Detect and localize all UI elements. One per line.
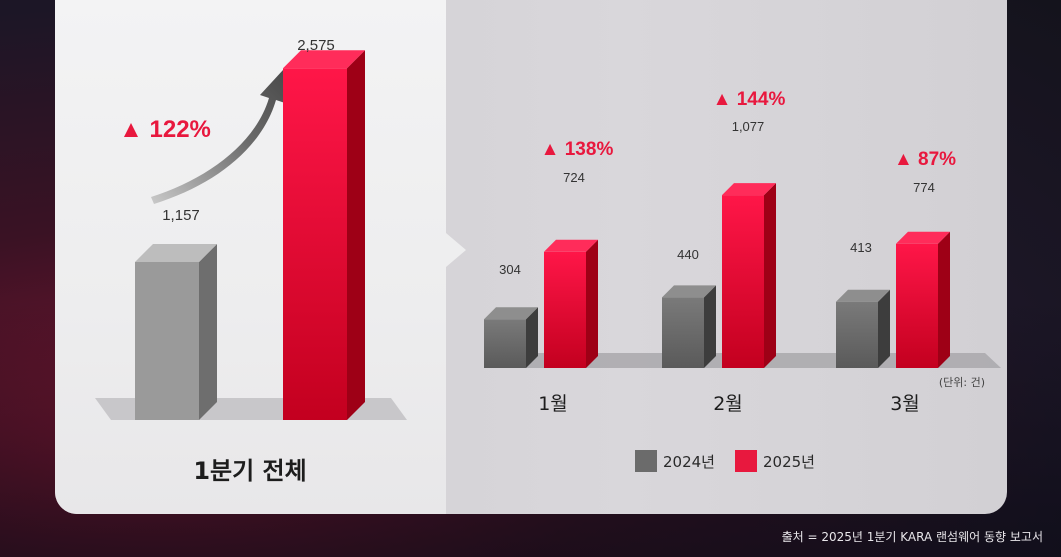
feb-growth-label: ▲ 144% [713, 89, 786, 110]
feb-2024-bar [662, 285, 716, 368]
total-2024-value-label: 1,157 [162, 207, 200, 224]
total-chart-title: 1분기 전체 [193, 457, 306, 485]
total-growth-label: ▲ 122% [119, 116, 211, 143]
growth-arrow-icon [151, 70, 285, 204]
source-note: 출처 = 2025년 1분기 KARA 랜섬웨어 동향 보고서 [781, 530, 1043, 544]
category-label-mar: 3월 [890, 393, 920, 415]
legend-swatch-2024 [635, 450, 657, 472]
legend-swatch-2025 [734, 450, 757, 472]
feb-2025-value-label: 1,077 [732, 119, 765, 134]
mar-2025-value-label: 774 [913, 180, 935, 195]
bar-chart-svg: 1,157 2,575 ▲ 122% 1분기 전체 304 440 413 72… [95, 37, 1001, 485]
feb-2025-bar [722, 183, 776, 368]
legend-item-2025: 2025년 [734, 450, 815, 472]
total-2024-bar [135, 243, 217, 420]
category-label-jan: 1월 [538, 393, 568, 415]
total-2025-value-label: 2,575 [297, 37, 335, 54]
jan-growth-label: ▲ 138% [541, 139, 614, 160]
legend-item-2024: 2024년 [635, 450, 715, 472]
unit-note: (단위: 건) [939, 376, 985, 389]
jan-2025-value-label: 724 [563, 170, 585, 185]
jan-2025-bar [544, 239, 598, 368]
mar-2025-bar [896, 231, 950, 368]
chart-card: 1,157 2,575 ▲ 122% 1분기 전체 304 440 413 72… [55, 0, 1007, 514]
total-2025-bar [283, 50, 365, 420]
feb-2024-value-label: 440 [677, 247, 699, 262]
mar-growth-label: ▲ 87% [894, 149, 956, 170]
panel-pointer [446, 233, 466, 267]
quarter-total-panel [55, 0, 446, 514]
category-label-feb: 2월 [713, 393, 743, 415]
jan-2024-value-label: 304 [499, 262, 521, 277]
mar-2024-bar [836, 289, 890, 368]
mar-2024-value-label: 413 [850, 240, 872, 255]
legend-label-2025: 2025년 [762, 452, 815, 471]
jan-2024-bar [484, 307, 538, 368]
legend-label-2024: 2024년 [663, 452, 715, 471]
legend: 2024년 2025년 [635, 450, 815, 472]
